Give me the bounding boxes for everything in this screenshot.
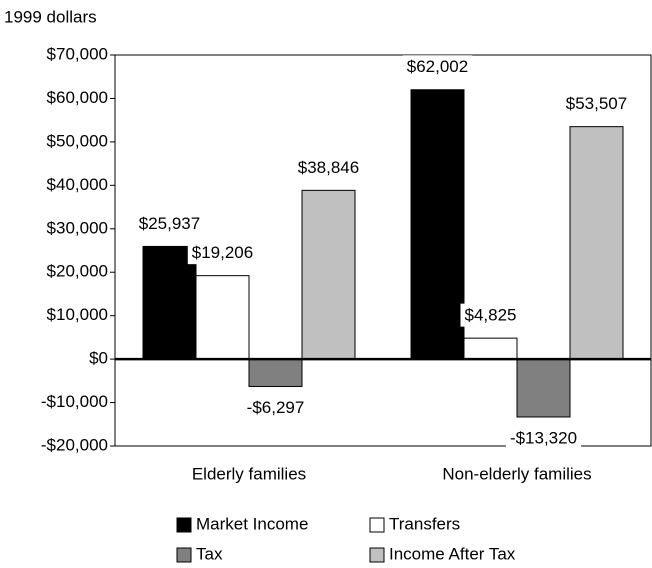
bar [301, 189, 356, 360]
legend-label: Income After Tax [389, 544, 516, 563]
legend-swatch [369, 547, 385, 563]
label-background [402, 55, 473, 79]
y-tick-label: $0 [89, 349, 108, 368]
label-background [505, 426, 582, 450]
data-label: $4,825 [465, 306, 517, 325]
y-axis-label: 1999 dollars [4, 7, 97, 26]
legend-swatch [369, 517, 385, 533]
legend-label: Tax [196, 544, 223, 563]
data-label: $53,507 [566, 94, 627, 113]
y-tick-label: $60,000 [47, 88, 108, 107]
y-tick-label: $30,000 [47, 218, 108, 237]
x-tick-label: Elderly families [192, 464, 306, 483]
legend-label: Market Income [196, 514, 308, 533]
label-background [242, 395, 309, 419]
legend-swatch [176, 547, 192, 563]
label-background [134, 211, 205, 235]
y-tick-label: -$20,000 [41, 435, 108, 454]
label-background [187, 241, 258, 265]
label-background [293, 155, 364, 179]
data-label: $19,206 [192, 243, 253, 262]
data-label: -$13,320 [510, 428, 577, 447]
bar [516, 358, 571, 418]
data-label: $38,846 [298, 158, 359, 177]
y-tick-label: $70,000 [47, 44, 108, 63]
y-tick-label: $50,000 [47, 131, 108, 150]
y-tick-label: $20,000 [47, 262, 108, 281]
bar [410, 89, 465, 360]
y-tick-label: $40,000 [47, 175, 108, 194]
y-tick-label: $10,000 [47, 305, 108, 324]
bar [569, 126, 624, 360]
label-background [561, 92, 632, 116]
data-label: $25,937 [139, 214, 200, 233]
bar [195, 275, 250, 360]
legend-label: Transfers [389, 514, 460, 533]
plot-border [114, 54, 652, 447]
legend-swatch [176, 517, 192, 533]
bar [248, 358, 303, 387]
bar [463, 337, 518, 360]
y-tick-label: -$10,000 [41, 392, 108, 411]
label-background [460, 303, 521, 327]
x-tick-label: Non-elderly families [442, 464, 591, 483]
data-label: -$6,297 [247, 398, 305, 417]
data-label: $62,002 [407, 57, 468, 76]
